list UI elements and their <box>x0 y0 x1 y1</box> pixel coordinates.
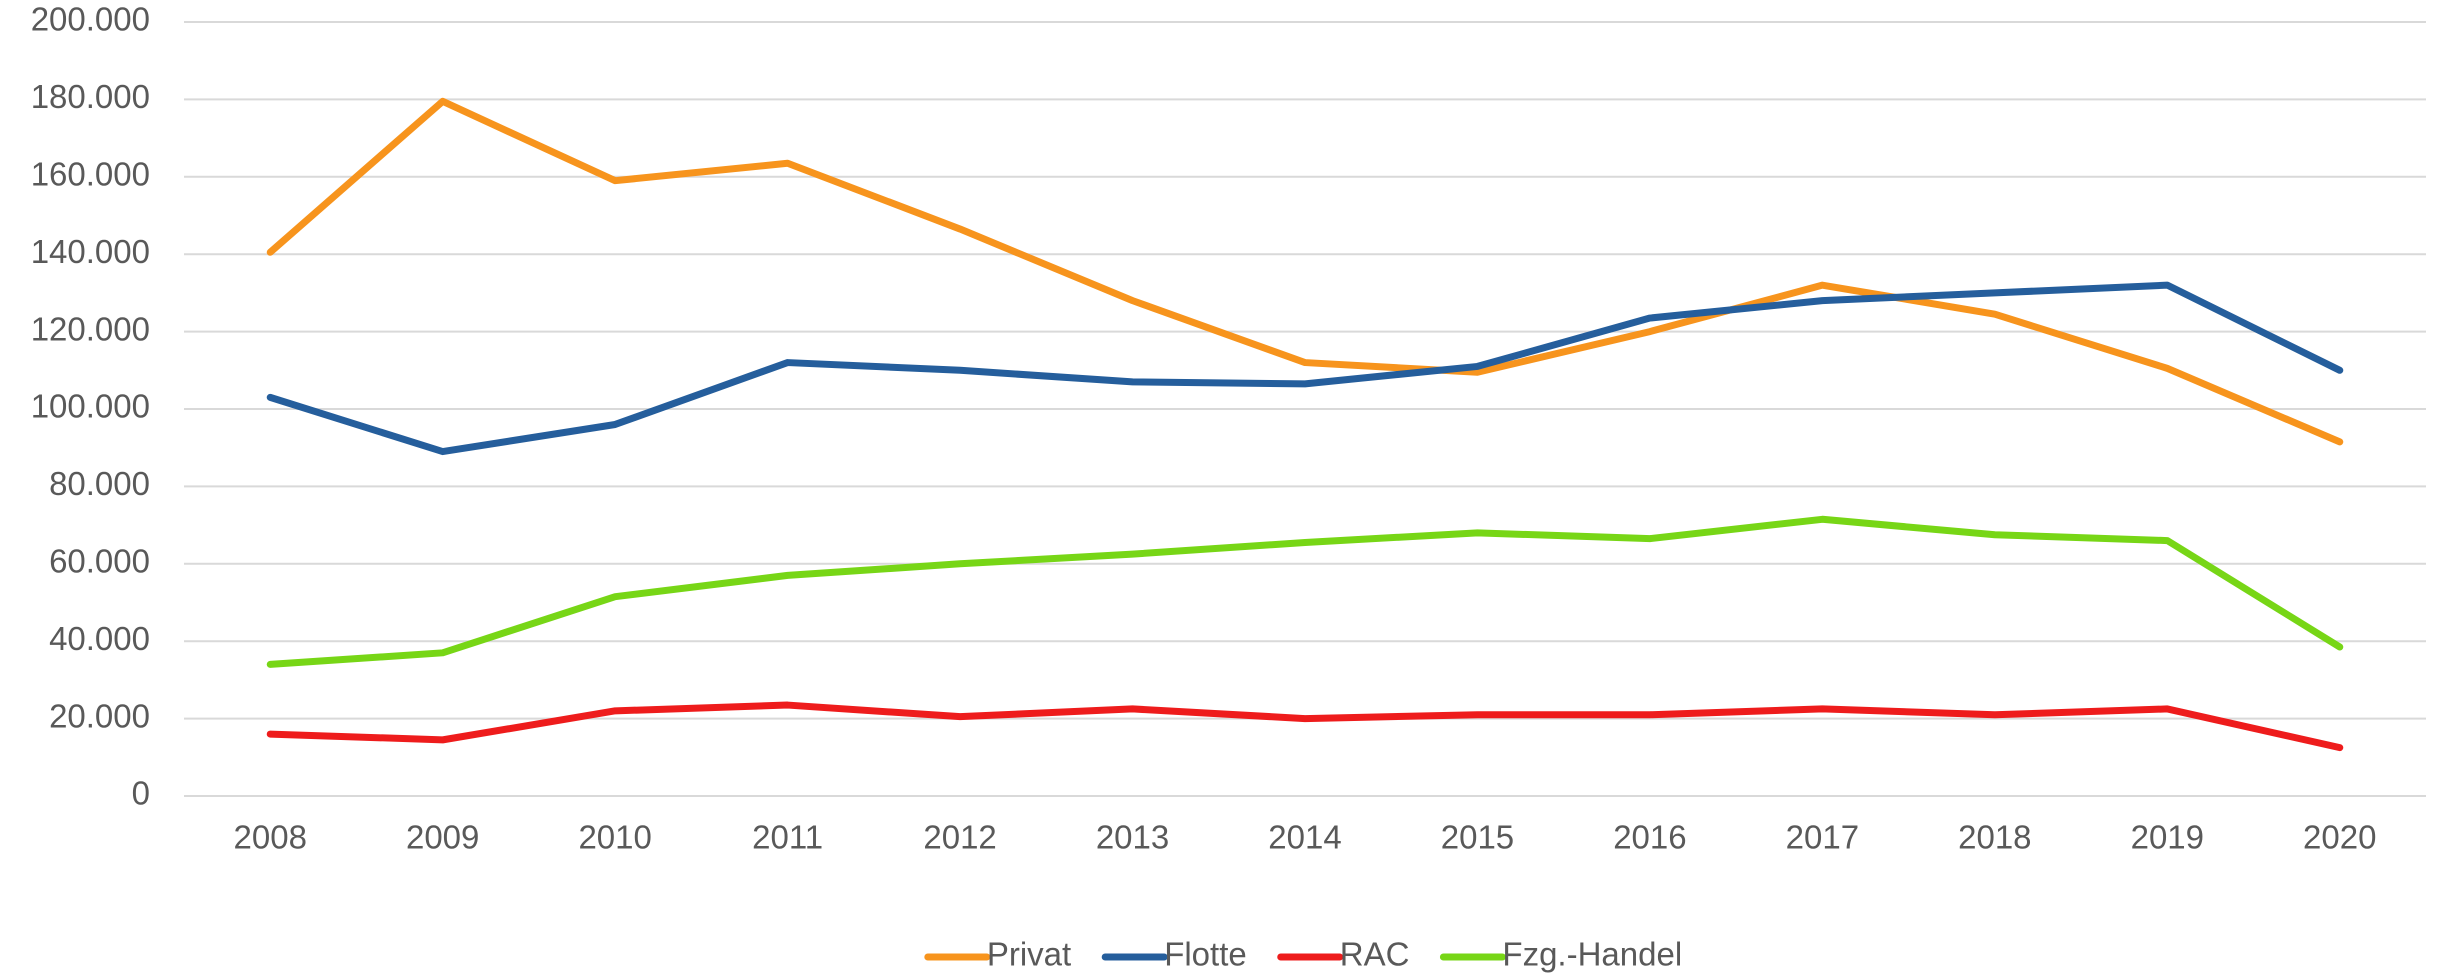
y-tick-label: 40.000 <box>49 620 150 657</box>
legend-label: Flotte <box>1164 936 1247 973</box>
legend-label: Privat <box>987 936 1071 973</box>
y-tick-label: 160.000 <box>31 156 150 193</box>
y-tick-label: 100.000 <box>31 388 150 425</box>
x-tick-label: 2008 <box>234 819 307 856</box>
line-series <box>266 515 2344 668</box>
x-tick-label: 2014 <box>1268 819 1341 856</box>
x-tick-label: 2015 <box>1441 819 1514 856</box>
x-tick-label: 2019 <box>2131 819 2204 856</box>
y-tick-label: 20.000 <box>49 697 150 734</box>
x-tick-label: 2010 <box>578 819 651 856</box>
x-tick-label: 2009 <box>406 819 479 856</box>
x-tick-label: 2012 <box>923 819 996 856</box>
line-series <box>266 97 2344 446</box>
y-tick-label: 80.000 <box>49 465 150 502</box>
y-tick-label: 140.000 <box>31 233 150 270</box>
x-tick-label: 2020 <box>2303 819 2376 856</box>
y-tick-label: 60.000 <box>49 543 150 580</box>
legend-label: Fzg.-Handel <box>1502 936 1682 973</box>
x-tick-label: 2016 <box>1613 819 1686 856</box>
x-tick-label: 2017 <box>1786 819 1859 856</box>
y-tick-label: 0 <box>132 775 150 812</box>
x-tick-label: 2013 <box>1096 819 1169 856</box>
line-series <box>266 281 2344 456</box>
y-tick-label: 180.000 <box>31 78 150 115</box>
x-tick-label: 2018 <box>1958 819 2031 856</box>
y-tick-label: 120.000 <box>31 310 150 347</box>
legend-label: RAC <box>1340 936 1410 973</box>
line-series <box>266 701 2344 752</box>
y-tick-label: 200.000 <box>31 1 150 38</box>
x-tick-label: 2011 <box>752 819 823 856</box>
